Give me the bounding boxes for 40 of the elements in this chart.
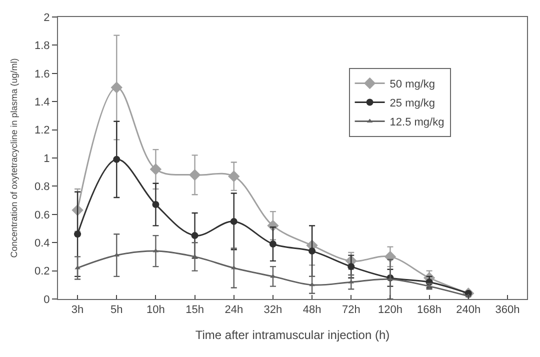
y-tick-label: 0.6 <box>34 209 50 222</box>
x-axis-title: Time after intramuscular injection (h) <box>195 328 390 342</box>
x-tick-label: 24h <box>224 304 244 316</box>
point <box>150 163 162 176</box>
x-tick-label: 240h <box>456 304 481 316</box>
legend-label: 50 mg/kg <box>390 78 436 91</box>
x-tick-label: 48h <box>302 304 322 316</box>
y-tick-label: 0 <box>44 294 50 306</box>
x-tick-label: 168h <box>417 304 442 316</box>
point <box>110 82 122 94</box>
point <box>308 248 316 255</box>
y-tick-label: 1.6 <box>34 68 50 80</box>
point <box>152 201 160 208</box>
point <box>269 240 276 248</box>
x-tick-label: 72h <box>342 304 360 316</box>
y-axis-title: Concentration of oxytetracycline in plasma (ug/ml) <box>8 58 19 258</box>
point <box>348 263 355 270</box>
x-tick-label: 3h <box>71 304 84 316</box>
y-tick-label: 0.4 <box>34 237 50 250</box>
y-tick-label: 2 <box>44 12 50 24</box>
y-tick-label: 0.2 <box>34 266 50 278</box>
x-tick-label: 360h <box>495 304 520 316</box>
y-tick-label: 1.2 <box>34 124 50 137</box>
point <box>191 232 198 240</box>
y-tick-label: 0.8 <box>34 181 50 194</box>
point <box>74 230 82 238</box>
y-tick-label: 1 <box>44 152 50 165</box>
x-tick-label: 120h <box>378 304 402 316</box>
point <box>188 169 201 181</box>
y-tick-label: 1.4 <box>34 96 50 108</box>
point <box>113 156 120 163</box>
point <box>228 170 240 182</box>
x-tick-label: 32h <box>264 304 282 316</box>
x-tick-label: 15h <box>186 304 204 316</box>
x-tick-label: 5h <box>110 304 123 316</box>
legend-label: 12.5 mg/kg <box>390 116 444 129</box>
point <box>230 218 238 225</box>
x-tick-label: 10h <box>146 304 165 316</box>
y-tick-label: 1.8 <box>34 40 50 52</box>
legend-label: 25 mg/kg <box>390 98 436 110</box>
